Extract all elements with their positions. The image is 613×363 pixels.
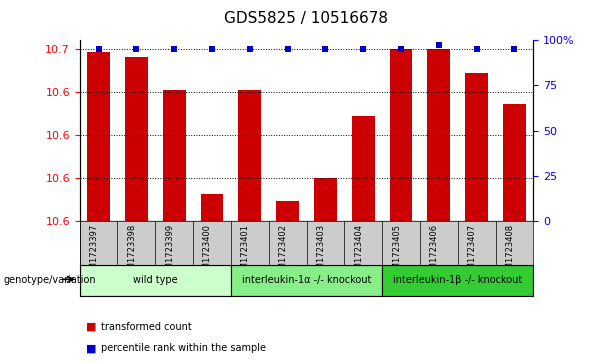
Bar (238, 90, 261, 221)
Bar (427, 49, 450, 221)
Bar (314, 178, 337, 221)
Text: GSM1723408: GSM1723408 (505, 224, 514, 280)
Text: ■: ■ (86, 322, 96, 332)
Bar (503, 104, 526, 221)
Text: wild type: wild type (133, 276, 178, 285)
Text: ■: ■ (86, 343, 96, 354)
Bar (276, 201, 299, 221)
Bar (465, 73, 488, 221)
Bar (200, 194, 223, 221)
Text: GSM1723407: GSM1723407 (468, 224, 477, 280)
Text: GSM1723402: GSM1723402 (278, 224, 287, 280)
Text: GSM1723397: GSM1723397 (89, 224, 99, 280)
Text: GSM1723400: GSM1723400 (203, 224, 212, 280)
Text: GSM1723401: GSM1723401 (241, 224, 250, 280)
Text: genotype/variation: genotype/variation (3, 275, 96, 285)
Bar (80, 265, 231, 296)
Text: GSM1723399: GSM1723399 (165, 224, 174, 280)
Bar (382, 265, 533, 296)
Text: GSM1723406: GSM1723406 (430, 224, 439, 280)
Text: percentile rank within the sample: percentile rank within the sample (101, 343, 266, 354)
Text: interleukin-1β -/- knockout: interleukin-1β -/- knockout (393, 276, 522, 285)
Bar (352, 116, 375, 221)
Text: transformed count: transformed count (101, 322, 192, 332)
Bar (125, 57, 148, 221)
Bar (231, 265, 382, 296)
Text: GSM1723398: GSM1723398 (128, 224, 136, 280)
Bar (390, 49, 413, 221)
Text: GSM1723403: GSM1723403 (316, 224, 326, 280)
Text: interleukin-1α -/- knockout: interleukin-1α -/- knockout (242, 276, 371, 285)
Bar (163, 90, 186, 221)
Text: GSM1723404: GSM1723404 (354, 224, 363, 280)
Text: GSM1723405: GSM1723405 (392, 224, 401, 280)
Bar (87, 52, 110, 221)
Text: GDS5825 / 10516678: GDS5825 / 10516678 (224, 11, 389, 26)
